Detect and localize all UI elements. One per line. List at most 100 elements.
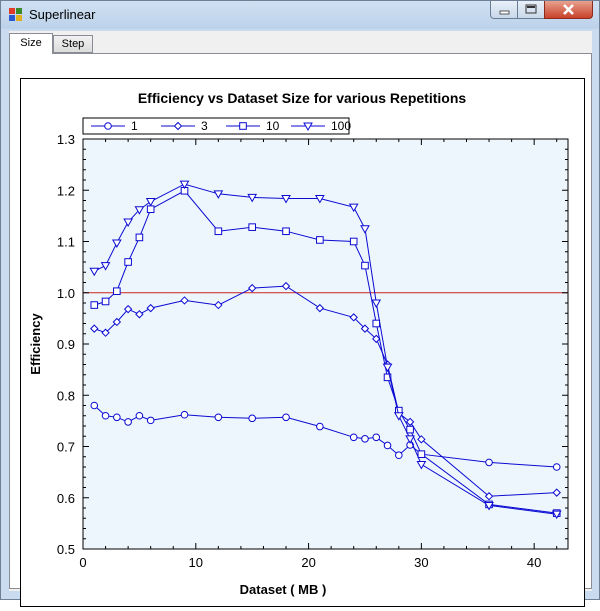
legend-label: 1 bbox=[131, 119, 138, 133]
data-point bbox=[123, 304, 133, 314]
y-tick-label: 1.2 bbox=[57, 183, 75, 198]
data-point bbox=[113, 413, 121, 422]
data-point bbox=[371, 299, 382, 309]
legend: 1 3 10 100 bbox=[82, 117, 351, 135]
data-point bbox=[405, 435, 415, 444]
data-point bbox=[123, 218, 133, 228]
x-tick-label: 30 bbox=[414, 555, 428, 570]
data-point bbox=[485, 458, 493, 467]
chart-panel: 0 10 20 30 40 0.5 0.6 0.7 0.8 0.9 1.0 1.1 1.2 1.3 Eff… bbox=[20, 78, 585, 607]
x-tick-label: 20 bbox=[301, 555, 315, 570]
data-point bbox=[135, 310, 144, 319]
data-point bbox=[383, 373, 392, 382]
data-point bbox=[395, 451, 403, 460]
y-tick-label: 1.3 bbox=[57, 132, 75, 147]
tab-page-size: 0 10 20 30 40 0.5 0.6 0.7 0.8 0.9 1.0 1.1 1.2 1.3 Eff… bbox=[9, 53, 592, 607]
legend-label: 100 bbox=[331, 119, 351, 133]
data-point bbox=[361, 435, 369, 443]
x-axis-label: Dataset ( MB ) bbox=[240, 582, 327, 597]
legend-entry: 10 bbox=[226, 119, 280, 133]
legend-label: 3 bbox=[201, 119, 208, 133]
data-point bbox=[360, 225, 370, 234]
data-point bbox=[213, 190, 224, 199]
data-point bbox=[100, 262, 111, 271]
data-point bbox=[135, 411, 144, 420]
data-point bbox=[405, 417, 415, 427]
data-point bbox=[124, 258, 132, 266]
y-tick-label: 0.7 bbox=[57, 440, 75, 455]
x-tick-label: 10 bbox=[189, 555, 203, 570]
data-point bbox=[145, 198, 156, 207]
data-point bbox=[417, 435, 426, 444]
data-point bbox=[348, 203, 359, 213]
data-point bbox=[393, 412, 404, 421]
maximize-button[interactable] bbox=[517, 1, 545, 19]
legend-entry: 3 bbox=[161, 119, 208, 133]
data-point bbox=[416, 460, 427, 470]
close-icon bbox=[563, 4, 574, 15]
data-point bbox=[383, 441, 392, 450]
data-point bbox=[360, 324, 370, 333]
data-point bbox=[101, 411, 110, 420]
close-button[interactable] bbox=[544, 1, 593, 19]
data-point bbox=[146, 303, 155, 313]
y-tick-label: 0.8 bbox=[57, 388, 75, 403]
data-point bbox=[349, 433, 358, 442]
data-point bbox=[248, 414, 256, 423]
window-title: Superlinear bbox=[29, 7, 96, 22]
data-point bbox=[111, 239, 122, 249]
data-point bbox=[282, 227, 290, 236]
data-point bbox=[484, 492, 494, 501]
y-axis-label: Efficiency bbox=[28, 313, 43, 375]
data-point bbox=[135, 233, 144, 242]
legend-entry: 100 bbox=[291, 119, 351, 133]
legend-marker bbox=[303, 122, 313, 132]
data-point bbox=[101, 328, 110, 337]
legend-label: 10 bbox=[266, 119, 280, 133]
y-tick-label: 0.6 bbox=[57, 491, 75, 506]
data-point bbox=[417, 450, 426, 458]
data-point bbox=[146, 416, 155, 425]
data-point bbox=[214, 413, 223, 422]
data-point bbox=[315, 303, 325, 313]
legend-entry: 1 bbox=[91, 119, 138, 133]
y-tick-label: 1.1 bbox=[57, 235, 75, 250]
plot-area bbox=[82, 138, 569, 550]
efficiency-chart: 0 10 20 30 40 0.5 0.6 0.7 0.8 0.9 1.0 1.1 1.2 1.3 Eff… bbox=[28, 90, 569, 597]
data-point bbox=[349, 313, 358, 322]
data-point bbox=[124, 418, 132, 426]
data-point bbox=[382, 363, 393, 373]
data-point bbox=[90, 324, 99, 333]
y-tick-label: 0.9 bbox=[57, 337, 75, 352]
data-point bbox=[89, 267, 100, 277]
data-point bbox=[372, 334, 381, 344]
data-point bbox=[406, 425, 414, 434]
data-point bbox=[372, 433, 381, 442]
data-point bbox=[484, 501, 494, 511]
data-point bbox=[101, 297, 110, 306]
y-tick-label: 0.5 bbox=[57, 542, 75, 557]
data-point bbox=[214, 227, 223, 236]
tab-step-label: Step bbox=[61, 38, 85, 50]
legend-marker bbox=[173, 121, 183, 131]
data-point bbox=[552, 463, 561, 471]
minimize-icon bbox=[499, 10, 510, 15]
data-point bbox=[361, 261, 369, 270]
tab-size-label: Size bbox=[20, 37, 42, 49]
minimize-button[interactable] bbox=[490, 1, 518, 19]
maximize-icon bbox=[525, 4, 537, 14]
data-point bbox=[146, 205, 155, 214]
data-point bbox=[314, 194, 325, 204]
client-area: Size Step 0 10 20 30 40 0.5 0.6 0.7 0.8 0.9 1.0 1.1… bbox=[9, 31, 592, 607]
data-point bbox=[282, 413, 290, 422]
tab-step[interactable]: Step bbox=[53, 35, 93, 53]
data-point bbox=[247, 193, 258, 203]
title-bar: Superlinear bbox=[1, 1, 599, 29]
data-point bbox=[90, 401, 99, 410]
series-1 bbox=[90, 401, 561, 471]
tab-size[interactable]: Size bbox=[9, 33, 53, 54]
data-point bbox=[90, 301, 99, 309]
data-point bbox=[134, 206, 145, 215]
y-tick-label: 1.0 bbox=[57, 286, 75, 301]
